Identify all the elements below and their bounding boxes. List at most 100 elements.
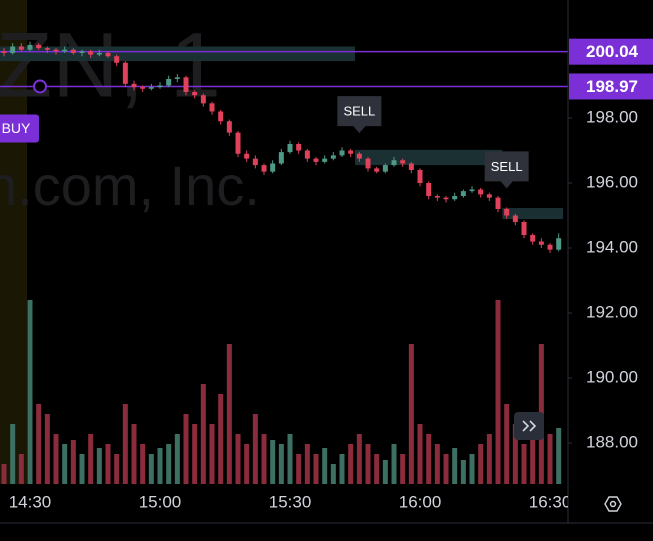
watermark-symbol: ZN, 1 xyxy=(0,14,221,116)
candle-body xyxy=(365,158,371,169)
volume-bar xyxy=(530,434,536,484)
volume-bar xyxy=(278,444,284,484)
y-tick-label: 194.00 xyxy=(586,237,638,256)
candle-body xyxy=(261,165,267,172)
volume-bar xyxy=(200,384,206,484)
candle-body xyxy=(192,91,198,96)
candle-body xyxy=(434,196,440,198)
volume-bar xyxy=(486,434,492,484)
volume-bar xyxy=(140,444,146,484)
volume-bar xyxy=(382,460,388,484)
volume-bar xyxy=(495,300,501,484)
volume-bar xyxy=(235,434,241,484)
candle-body xyxy=(556,238,562,250)
marker-label: SELL xyxy=(491,159,523,174)
volume-bar xyxy=(261,434,267,484)
candle-body xyxy=(36,44,42,49)
candle-body xyxy=(322,158,328,162)
candle-body xyxy=(400,160,406,164)
volume-bar xyxy=(192,424,198,484)
candle-body xyxy=(148,87,154,89)
volume-bar xyxy=(70,440,76,484)
volume-bar xyxy=(330,464,336,484)
candle-body xyxy=(408,163,414,171)
y-tick-label: 198.00 xyxy=(586,107,638,126)
zone xyxy=(502,208,564,220)
volume-bar xyxy=(174,434,180,484)
candle-body xyxy=(70,49,76,53)
candle-body xyxy=(287,143,293,153)
volume-bar xyxy=(88,434,94,484)
candle-body xyxy=(122,62,128,84)
candle-body xyxy=(140,87,146,89)
volume-bar xyxy=(53,434,59,484)
volume-bar xyxy=(252,414,258,484)
watermark: ZN, 1 n.com, Inc. xyxy=(0,14,260,217)
volume-bar xyxy=(313,454,319,484)
volume-bar xyxy=(478,444,484,484)
volume-bar xyxy=(18,454,24,484)
candle-body xyxy=(114,56,120,63)
candle-body xyxy=(304,150,310,159)
candle-body xyxy=(252,158,258,166)
candle-body xyxy=(183,77,189,92)
x-tick-label: 16:30 xyxy=(529,492,572,511)
x-tick-label: 15:30 xyxy=(269,492,312,511)
candle-body xyxy=(209,103,215,112)
candle-body xyxy=(356,153,362,159)
marker-box xyxy=(337,96,382,134)
order-tag: BUY xyxy=(2,120,31,136)
candle-body xyxy=(417,170,423,184)
candle-body xyxy=(79,51,85,53)
candle-body xyxy=(443,197,449,200)
volume-bar xyxy=(391,444,397,484)
candle-body xyxy=(131,83,137,88)
volume-bar xyxy=(348,444,354,484)
candle-body xyxy=(452,196,458,200)
volume-bar xyxy=(244,444,250,484)
volume-bar xyxy=(1,464,7,484)
candle-body xyxy=(88,51,94,55)
candle-body xyxy=(538,241,544,245)
candle-body xyxy=(226,121,232,133)
y-axis: 188.00 190.00 192.00 194.00 196.00 198.00 200.… xyxy=(568,38,653,452)
candle-body xyxy=(512,215,518,223)
volume-bar xyxy=(209,424,215,484)
candle-body xyxy=(244,153,250,159)
plot-area: BUY SELL SELL xyxy=(0,41,568,484)
volume-bar xyxy=(365,444,371,484)
volume-bar xyxy=(374,454,380,484)
volume-bar xyxy=(521,444,527,484)
volume-bar xyxy=(408,344,414,484)
candle-body xyxy=(339,150,345,156)
session-band xyxy=(0,0,27,484)
candle-body xyxy=(521,222,527,236)
candle-body xyxy=(313,158,319,162)
x-tick-label: 15:00 xyxy=(139,492,182,511)
volume-bar xyxy=(322,448,328,484)
candle-body xyxy=(495,197,501,210)
volume-bar xyxy=(44,414,50,484)
candle-body xyxy=(486,194,492,198)
zone xyxy=(0,46,356,62)
volume-bar xyxy=(27,300,33,484)
candle-body xyxy=(278,152,284,164)
settings-icon[interactable] xyxy=(604,496,622,512)
volume-bar xyxy=(339,454,345,484)
price-label: 200.04 xyxy=(586,42,639,61)
volume-bar xyxy=(270,440,276,484)
candle-body xyxy=(18,46,24,50)
order-tag-box xyxy=(0,114,39,143)
candle-body xyxy=(330,155,336,159)
volume-bar xyxy=(512,424,518,484)
volume-bar xyxy=(452,448,458,484)
y-tick-label: 190.00 xyxy=(586,368,638,387)
candle-body xyxy=(166,78,172,86)
candle-body xyxy=(53,49,59,52)
scroll-button[interactable] xyxy=(514,412,544,440)
candle-body xyxy=(157,85,163,88)
volume-bar xyxy=(434,444,440,484)
volume-bar xyxy=(131,424,137,484)
candle-body xyxy=(504,209,510,216)
volume-bar xyxy=(62,444,68,484)
